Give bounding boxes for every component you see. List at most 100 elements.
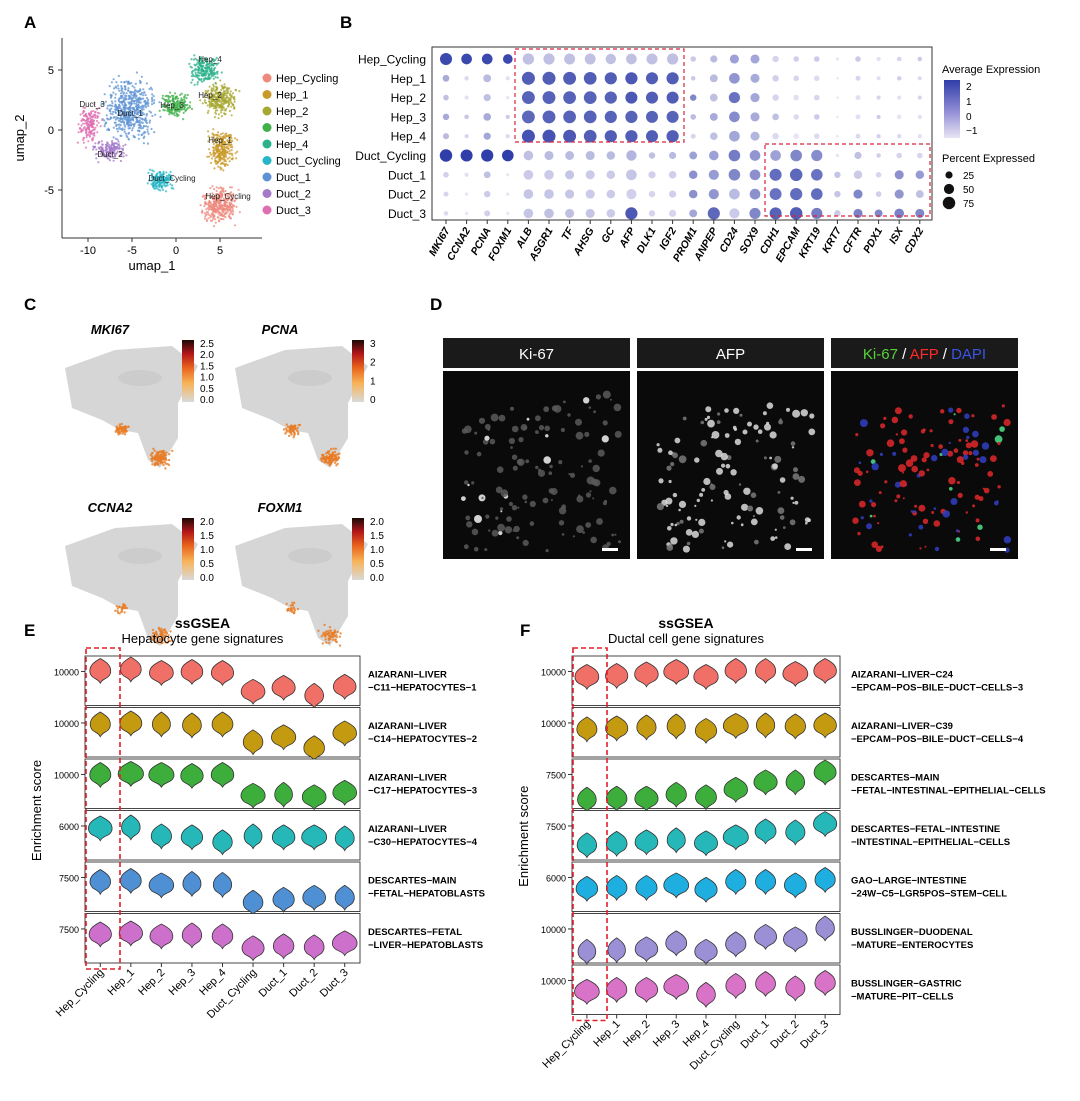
violin-group-label: Duct_1 [739, 1018, 772, 1051]
umap-cell-point [112, 110, 115, 113]
umap-cell-point [123, 130, 126, 133]
feature-cell-point [320, 457, 324, 460]
dot-plot-dot [853, 170, 863, 180]
dot-plot-dot [521, 129, 535, 143]
umap-cell-point [229, 135, 232, 138]
micrograph-cell [481, 496, 484, 500]
umap-cell-point [220, 88, 223, 91]
umap-cell-point [221, 135, 224, 138]
umap-cell-point [196, 76, 200, 79]
umap-cell-point [108, 147, 111, 150]
umap-cell-point [201, 80, 204, 83]
umap-cell-point [196, 61, 199, 64]
umap-cell-point [226, 87, 229, 90]
dot-plot-gene-label: AHSG [571, 226, 597, 259]
umap-cell-point [142, 125, 145, 128]
micrograph-cell [956, 456, 964, 464]
umap-cell-point [217, 113, 221, 116]
micrograph-cell [471, 481, 475, 485]
umap-cell-point [125, 154, 128, 157]
dot-plot-dot [584, 53, 596, 65]
umap-cell-point [87, 124, 90, 127]
umap-cell-point [203, 205, 206, 208]
umap-cell-point [225, 201, 229, 204]
umap-cell-point [153, 179, 156, 182]
umap-cell-point [207, 217, 210, 220]
umap-cell-point [160, 181, 163, 184]
signature-label-line1: AIZARANI−LIVER [368, 721, 447, 732]
micrograph-cell [792, 409, 801, 418]
umap-cell-point [90, 111, 93, 114]
panel-letter-a: A [24, 13, 36, 32]
dot-plot-gene-label: PDX1 [861, 225, 885, 255]
violin-y-tick-label: 10000 [54, 667, 79, 677]
micrograph-cell [542, 497, 549, 504]
dot-plot-dot [854, 151, 862, 160]
umap-cell-point [109, 155, 112, 158]
umap-cell-point [92, 128, 95, 131]
micrograph-2: Ki-67 / AFP / DAPI [831, 338, 1018, 559]
umap-cell-point [114, 85, 117, 88]
micrograph-cell [994, 435, 1003, 444]
umap-cell-point [127, 87, 130, 90]
umap-cell-point [217, 117, 220, 120]
violin-y-tick-label: 6000 [546, 873, 566, 883]
dot-plot-dot [855, 114, 861, 120]
umap-cell-point [96, 124, 99, 127]
micrograph-cell [716, 467, 723, 475]
umap-cell-point [158, 109, 161, 112]
micrograph-cell [929, 429, 933, 433]
umap-cell-point [110, 107, 113, 110]
umap-cell-point [205, 218, 208, 221]
merge-title-sep1: / [898, 346, 910, 363]
micrograph-cell [871, 502, 877, 508]
umap-cell-point [146, 142, 150, 145]
umap-cell-point [102, 150, 105, 153]
umap-cell-point [125, 92, 128, 95]
micrograph-cell [711, 431, 720, 439]
umap-cell-point [125, 94, 128, 98]
feature-cell-point [325, 630, 328, 633]
dot-plot-dot [836, 115, 839, 119]
signature-label-line1: DESCARTES−FETAL [368, 927, 462, 938]
umap-cell-point [144, 104, 147, 107]
micrograph-cell [676, 521, 680, 526]
micrograph-cell [975, 518, 980, 523]
dot-plot-dot [896, 76, 902, 81]
dot-plot-dot [836, 77, 839, 80]
umap-cluster-duct-1 [100, 71, 162, 148]
umap-cell-point [85, 114, 88, 117]
dot-plot-dot [484, 210, 491, 217]
umap-cell-point [120, 108, 123, 111]
feature-cell-point [335, 464, 338, 467]
umap-cell-point [212, 133, 215, 136]
umap-silhouette-shade [118, 548, 162, 564]
umap-cell-point [108, 85, 111, 88]
dot-plot-dot [522, 53, 535, 65]
umap-cell-point [126, 117, 129, 120]
umap-cell-point [114, 118, 117, 121]
micrograph-cell [899, 480, 907, 488]
micrograph-cell [755, 439, 759, 443]
umap-cell-point [171, 109, 174, 112]
umap-cell-point [224, 141, 227, 144]
micrograph-cell [747, 421, 752, 427]
umap-cell-point [182, 118, 185, 121]
umap-cell-point [123, 101, 126, 104]
umap-cell-point [152, 170, 155, 173]
violin-shape [240, 678, 266, 705]
micrograph-cell [976, 457, 980, 461]
micrograph-title: Ki-67 [519, 346, 554, 363]
dot-plot-dot [502, 149, 514, 162]
dot-plot-dot [690, 114, 696, 120]
signature-label-line1: AIZARANI−LIVER−C24 [851, 670, 954, 681]
dot-plot-dot [707, 207, 720, 220]
micrograph-title-bar [637, 338, 824, 368]
violin-group-label: Duct_3 [318, 967, 351, 1000]
micrograph-cell [930, 443, 934, 448]
micrograph-cell [665, 497, 673, 505]
umap-cell-point [117, 140, 120, 143]
signature-label-line2: −LIVER−HEPATOBLASTS [368, 940, 483, 951]
dot-plot-dot [565, 170, 575, 180]
micrograph-cell [982, 487, 986, 490]
